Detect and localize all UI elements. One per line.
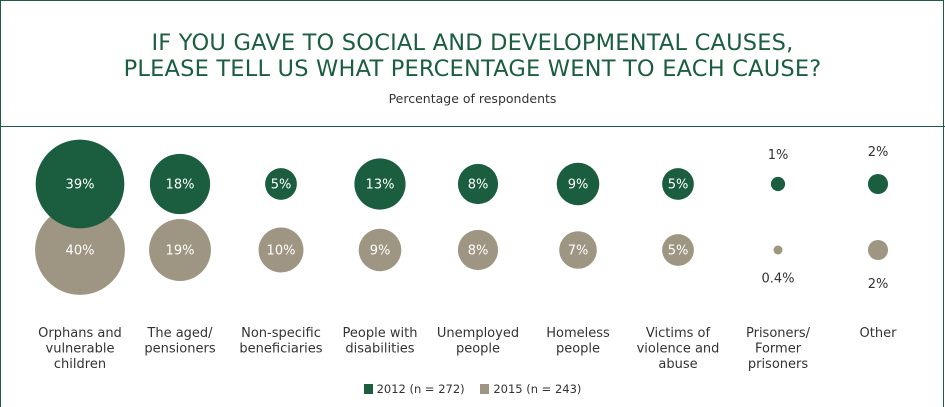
data-label-2015: 9% <box>370 244 391 259</box>
category-label-line: Orphans and <box>38 326 122 341</box>
category-label: Unemployed people <box>437 326 519 357</box>
data-label-2012: 8% <box>468 178 489 193</box>
category-label-line: People with <box>343 326 418 341</box>
data-label-2012: 1% <box>768 148 789 163</box>
bubble-2012 <box>556 162 600 206</box>
bubble-2015 <box>258 227 304 273</box>
category-label-line: Former <box>755 342 802 357</box>
category-label-line: prisoners <box>748 357 809 372</box>
legend-swatch-2012 <box>363 384 373 394</box>
bubble-2015 <box>35 205 125 295</box>
data-label-2012: 2% <box>868 145 889 160</box>
data-label-2012: 39% <box>66 178 95 193</box>
bubble-2012 <box>149 153 211 215</box>
bubble-2015 <box>149 219 211 281</box>
data-label-2012: 5% <box>271 178 292 193</box>
category-label-line: The aged/ <box>146 326 213 341</box>
legend-label-2012: 2012 (n = 272) <box>376 382 465 396</box>
data-label-2015: 7% <box>568 244 589 259</box>
legend-item-2015: 2015 (n = 243) <box>480 382 581 396</box>
legend: 2012 (n = 272) 2015 (n = 243) <box>0 382 945 396</box>
category-label: Homeless people <box>546 326 610 357</box>
bubble-2015 <box>559 231 597 269</box>
data-label-2012: 5% <box>668 178 689 193</box>
bubble-2012 <box>354 158 406 210</box>
legend-swatch-2015 <box>480 384 490 394</box>
category-label-line: people <box>556 342 600 357</box>
data-label-2015: 8% <box>468 244 489 259</box>
bubble-2015 <box>457 229 499 271</box>
category-label-line: disabilities <box>345 342 414 357</box>
bubble-2015 <box>773 245 783 255</box>
data-label-2015: 2% <box>868 277 889 292</box>
category-label: Prisoners/Former prisoners <box>746 326 811 372</box>
category-label-line: violence and <box>637 342 720 357</box>
category-label-line: Unemployed <box>437 326 519 341</box>
data-label-2015: 19% <box>166 244 195 259</box>
chart-title-line-1: IF YOU GAVE TO SOCIAL AND DEVELOPMENTAL … <box>151 30 794 56</box>
data-label-2015: 10% <box>267 244 296 259</box>
category-label: Non-specific beneficiaries <box>239 326 322 357</box>
data-label-2015: 5% <box>668 244 689 259</box>
category-label-line: vulnerable <box>46 342 115 357</box>
title-divider <box>0 126 945 127</box>
category-label-line: Non-specific <box>241 326 321 341</box>
category-label: The aged/pensioners <box>144 326 215 357</box>
bubble-2012 <box>35 139 125 229</box>
bubble-2012 <box>662 168 694 200</box>
category-label-line: abuse <box>658 357 697 372</box>
category-label-line: Victims of <box>646 326 711 341</box>
category-label-line: Prisoners/ <box>746 326 811 341</box>
chart-subtitle: Percentage of respondents <box>388 91 557 106</box>
category-label-line: Homeless <box>546 326 610 341</box>
legend-label-2015: 2015 (n = 243) <box>493 382 582 396</box>
category-label: Victims of violence and abuse <box>637 326 720 372</box>
category-label-line: pensioners <box>144 342 215 357</box>
legend-item-2012: 2012 (n = 272) <box>363 382 465 396</box>
category-label: Other <box>860 326 898 341</box>
category-label: People with disabilities <box>343 326 418 357</box>
data-label-2015: 40% <box>66 244 95 259</box>
data-label-2012: 18% <box>166 178 195 193</box>
bubble-2012 <box>457 163 499 205</box>
category-label-line: Other <box>860 326 898 341</box>
bubble-2012 <box>265 168 297 200</box>
data-label-2012: 13% <box>366 178 395 193</box>
bubble-2012 <box>867 173 889 195</box>
bubble-2015 <box>358 228 402 272</box>
bubble-2012 <box>770 176 786 192</box>
bubble-2015 <box>662 234 694 266</box>
bubble-2015 <box>867 239 889 261</box>
category-label: Orphans and vulnerable children <box>38 326 122 372</box>
category-label-line: people <box>456 342 500 357</box>
data-label-2012: 9% <box>568 178 589 193</box>
chart-title-line-2: PLEASE TELL US WHAT PERCENTAGE WENT TO E… <box>123 56 822 82</box>
chart-title: IF YOU GAVE TO SOCIAL AND DEVELOPMENTAL … <box>0 30 945 82</box>
category-label-line: children <box>54 357 106 372</box>
data-label-2015: 0.4% <box>761 272 794 287</box>
category-label-line: beneficiaries <box>239 342 322 357</box>
